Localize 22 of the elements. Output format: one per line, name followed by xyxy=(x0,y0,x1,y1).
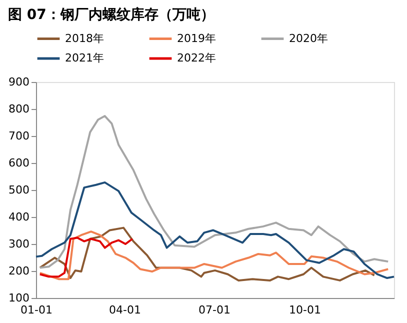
legend-label: 2018年 xyxy=(65,32,104,45)
x-tick-label: 07-01 xyxy=(198,304,230,316)
y-tick-label: 400 xyxy=(8,210,30,224)
y-tick-label: 900 xyxy=(8,76,30,88)
legend-label: 2020年 xyxy=(289,32,328,45)
x-tick-label: 04-01 xyxy=(109,304,141,316)
legend-label: 2022年 xyxy=(177,52,216,64)
legend-label: 2021年 xyxy=(65,52,104,64)
line-series xyxy=(35,181,395,280)
y-tick-label: 600 xyxy=(8,156,30,170)
y-tick-label: 700 xyxy=(8,130,30,142)
y-tick-label: 300 xyxy=(8,238,30,250)
x-tick-label: 10-01 xyxy=(289,304,321,316)
y-tick-label: 500 xyxy=(8,184,30,196)
y-tick-label: 200 xyxy=(8,264,30,278)
legend-label: 2019年 xyxy=(177,32,216,45)
y-tick-label: 800 xyxy=(8,102,30,116)
y-tick-label: 100 xyxy=(8,292,30,304)
line-series xyxy=(38,236,134,278)
chart-title: 图 07：钢厂内螺纹库存（万吨） xyxy=(8,6,214,23)
line-series xyxy=(38,115,390,269)
x-tick-label: 01-01 xyxy=(20,304,52,316)
